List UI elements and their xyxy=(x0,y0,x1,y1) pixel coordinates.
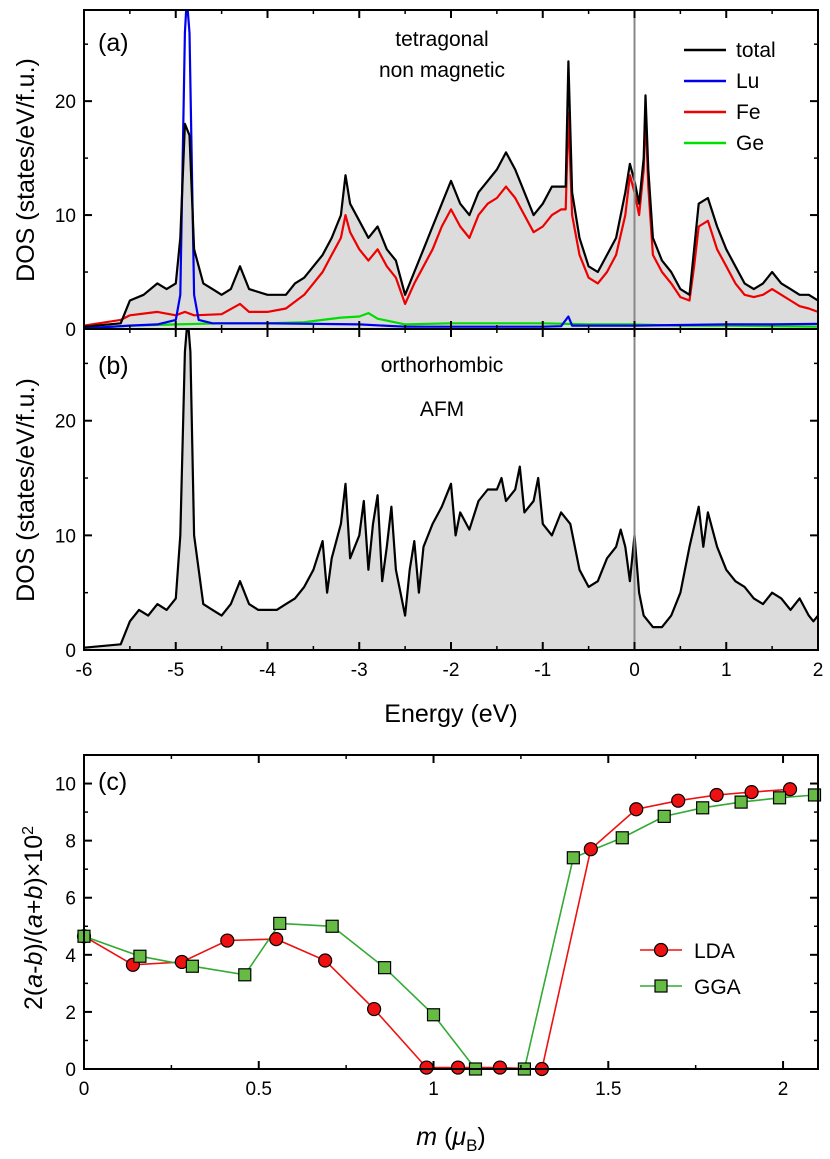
energy-axis-label: Energy (eV) xyxy=(384,700,517,728)
y-tick-label: 10 xyxy=(55,775,76,796)
x-tick-label: -6 xyxy=(76,660,93,681)
point-GGA xyxy=(734,795,748,809)
panel-b-annotation-line2: AFM xyxy=(420,398,464,421)
y-tick-label: 20 xyxy=(55,412,76,433)
point-LDA xyxy=(367,1001,382,1017)
point-LDA xyxy=(744,785,759,800)
point-LDA xyxy=(583,842,598,857)
panel-a-label: (a) xyxy=(98,29,129,57)
x-tick-label: 2 xyxy=(813,660,824,681)
panel-b-label: (b) xyxy=(98,352,129,380)
legend-label-total: total xyxy=(736,39,776,62)
axes-frame xyxy=(83,754,819,1070)
point-GGA xyxy=(615,831,629,845)
y-tick-label: 10 xyxy=(55,206,76,227)
panel-a-annotation-line1: tetragonal xyxy=(395,28,488,51)
panel-b-y-axis-label: DOS (states/eV/f.u.) xyxy=(12,378,40,602)
panel-a-tetragonal-dos: 0 10 20 (a) tetragonal non magnetic total L… xyxy=(55,9,819,341)
x-tick-label: 2 xyxy=(778,1079,789,1100)
point-GGA xyxy=(133,949,147,963)
y-tick-label: 0 xyxy=(65,641,76,662)
panel-a-annotation-line2: non magnetic xyxy=(379,59,505,82)
x-tick-label: -3 xyxy=(351,660,368,681)
x-tick-label: 1 xyxy=(721,660,732,681)
point-GGA xyxy=(325,919,339,933)
distortion-axis-label: 2(a-b)/(a+b)×102 xyxy=(20,826,48,1010)
x-tick-label: -2 xyxy=(443,660,460,681)
point-LDA xyxy=(318,953,333,968)
y-tick-label: 6 xyxy=(65,889,76,910)
point-LDA xyxy=(492,1060,508,1075)
series-Fe-line xyxy=(84,111,818,327)
legend-label-Lu: Lu xyxy=(736,70,759,93)
point-LDA xyxy=(709,787,724,803)
point-GGA xyxy=(377,961,392,975)
x-tick-label: -5 xyxy=(167,660,184,681)
point-GGA xyxy=(696,801,710,815)
x-tick-label: 1 xyxy=(428,1079,439,1100)
point-LDA xyxy=(782,782,798,797)
x-tick-label: -4 xyxy=(259,660,276,681)
point-GGA xyxy=(426,1008,441,1022)
x-tick-label: 0 xyxy=(629,660,640,681)
y-tick-label: 0 xyxy=(65,320,76,341)
x-tick-label: 0 xyxy=(79,1079,90,1100)
panel-c-plot-area xyxy=(76,782,822,1077)
series-GGA-line xyxy=(83,794,815,1070)
panel-a-y-axis-label: DOS (states/eV/f.u.) xyxy=(12,58,40,282)
legend-label-LDA: LDA xyxy=(694,940,735,963)
y-tick-label: 4 xyxy=(65,946,76,967)
panel-c-distortion-vs-moment: 0 0.5 1 1.5 2 0 2 4 6 8 10 (c) LDA GGA xyxy=(55,754,822,1100)
panel-b-annotation-line1: orthorhombic xyxy=(381,354,504,377)
x-tick-label: -1 xyxy=(534,660,551,681)
legend-label-GGA: GGA xyxy=(694,976,741,999)
series-total-line xyxy=(84,329,818,649)
legend-marker-GGA xyxy=(654,979,668,993)
x-tick-label: 1.5 xyxy=(595,1079,621,1100)
legend-label-Fe: Fe xyxy=(736,101,761,124)
panel-b-plot-area xyxy=(84,329,818,650)
series-total-line xyxy=(84,60,818,328)
legend-label-Ge: Ge xyxy=(736,132,764,155)
point-GGA xyxy=(657,809,671,823)
moment-axis-label: m (μB) xyxy=(416,1123,485,1155)
panel-c-axes: 0 0.5 1 1.5 2 0 2 4 6 8 10 xyxy=(55,754,819,1100)
series-LDA-line xyxy=(83,788,791,1070)
panel-a-axes: 0 10 20 xyxy=(55,9,819,341)
panel-c-label: (c) xyxy=(98,768,127,796)
point-LDA xyxy=(220,933,235,948)
point-LDA xyxy=(450,1060,466,1075)
y-tick-label: 2 xyxy=(65,1003,76,1024)
x-tick-label: 0.5 xyxy=(246,1079,272,1100)
y-tick-label: 20 xyxy=(55,92,76,113)
y-tick-label: 10 xyxy=(55,526,76,547)
panel-a-legend: total Lu Fe Ge xyxy=(684,39,776,155)
point-LDA xyxy=(629,802,644,817)
point-GGA xyxy=(772,791,787,805)
point-LDA xyxy=(419,1060,434,1075)
point-GGA xyxy=(185,959,199,973)
point-GGA xyxy=(273,916,287,931)
legend-marker-LDA xyxy=(653,942,669,958)
y-tick-label: 8 xyxy=(65,832,76,853)
point-LDA xyxy=(671,793,686,808)
point-LDA xyxy=(269,932,284,947)
y-tick-label: 0 xyxy=(65,1060,76,1081)
point-GGA xyxy=(566,851,580,865)
panel-c-legend: LDA GGA xyxy=(640,940,741,999)
point-GGA xyxy=(238,968,252,982)
